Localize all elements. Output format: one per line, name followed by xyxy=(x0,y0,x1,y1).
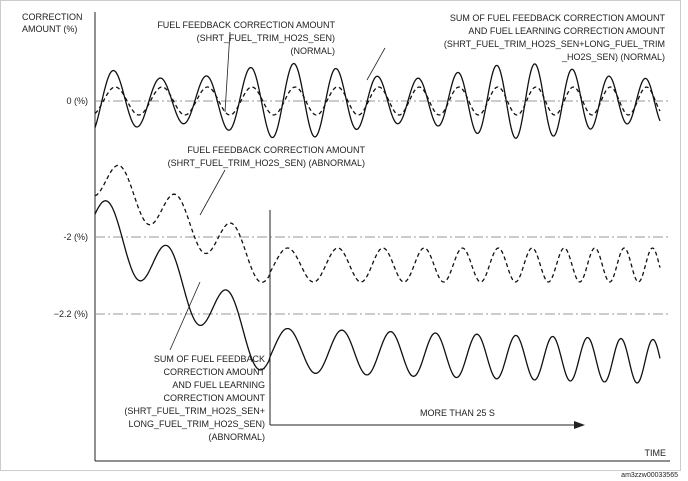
figure-id: am3zzw00033565 xyxy=(621,472,678,479)
arrow-head xyxy=(574,421,585,429)
annotation: MORE THAN 25 S xyxy=(420,408,495,418)
leader-line xyxy=(366,47,386,81)
annotation: AND FUEL LEARNING xyxy=(172,380,265,390)
annotation: SUM OF FUEL FEEDBACK CORRECTION AMOUNT xyxy=(450,13,666,23)
level-label: -2 (%) xyxy=(64,232,89,242)
annotation: (ABNORMAL) xyxy=(208,432,265,442)
waveform xyxy=(94,164,661,283)
waveform xyxy=(94,62,661,140)
leader-line xyxy=(224,31,231,113)
annotation: FUEL FEEDBACK CORRECTION AMOUNT xyxy=(157,20,335,30)
y-axis-label: AMOUNT (%) xyxy=(22,24,77,34)
annotation: (SHRT_FUEL_TRIM_HO2S_SEN+LONG_FUEL_TRIM xyxy=(444,39,665,49)
annotation: (NORMAL) xyxy=(291,46,336,56)
annotation: SUM OF FUEL FEEDBACK xyxy=(154,354,265,364)
leader-line xyxy=(199,169,226,216)
annotation: (SHRT_FUEL_TRIM_HO2S_SEN) (ABNORMAL) xyxy=(168,158,365,168)
level-label: −2.2 (%) xyxy=(54,309,88,319)
annotation: FUEL FEEDBACK CORRECTION AMOUNT xyxy=(187,145,365,155)
x-axis-label: TIME xyxy=(645,448,667,458)
annotation: _HO2S_SEN) (NORMAL) xyxy=(561,52,665,62)
level-label: 0 (%) xyxy=(66,96,88,106)
waveform xyxy=(94,200,661,384)
leader-line xyxy=(169,281,201,351)
y-axis-label: CORRECTION xyxy=(22,12,83,22)
annotation: CORRECTION AMOUNT xyxy=(163,367,265,377)
annotation: AND FUEL LEARNING CORRECTION AMOUNT xyxy=(468,26,665,36)
frame xyxy=(0,0,681,471)
waveform xyxy=(94,86,661,116)
annotation: CORRECTION AMOUNT xyxy=(163,393,265,403)
annotation: LONG_FUEL_TRIM_HO2S_SEN) xyxy=(128,419,265,429)
annotation: (SHRT_FUEL_TRIM_HO2S_SEN+ xyxy=(124,406,265,416)
annotation: (SHRT_FUEL_TRIM_HO2S_SEN) xyxy=(197,33,335,43)
